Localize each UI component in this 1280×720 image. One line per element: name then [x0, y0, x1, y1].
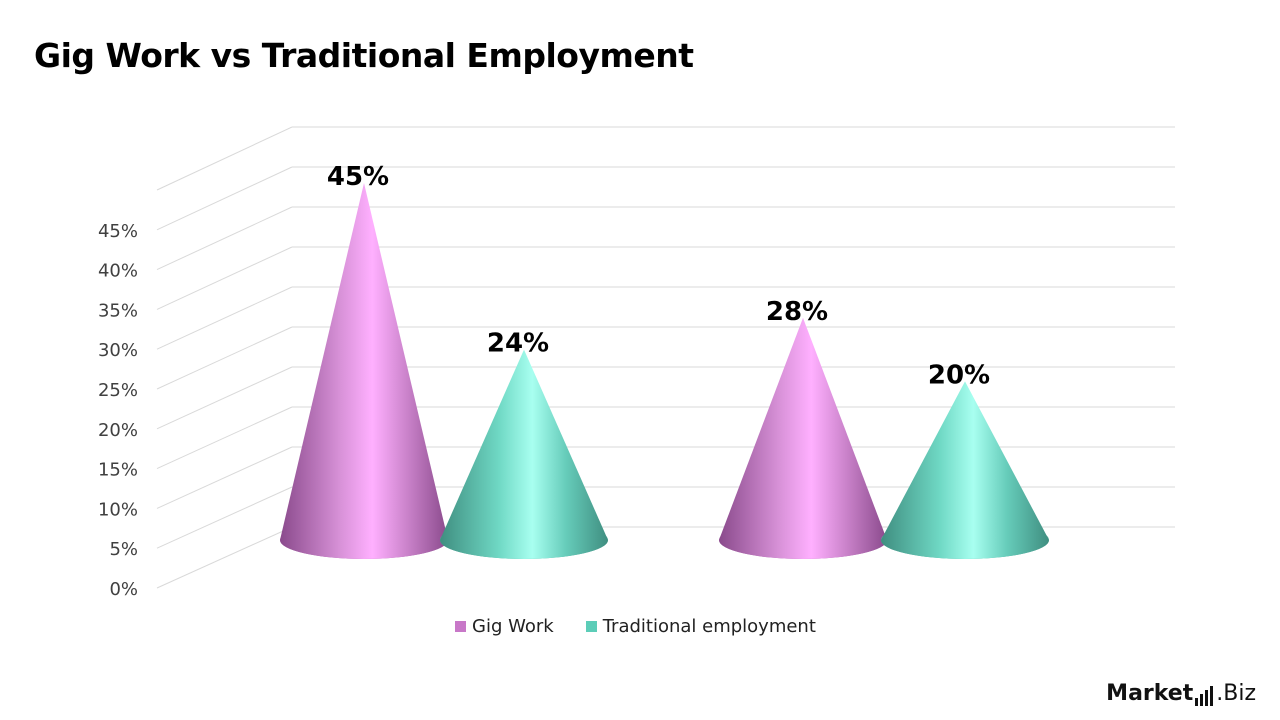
legend-label-gig-work: Gig Work [472, 616, 554, 637]
cone-body [280, 183, 448, 559]
gridline-diagonal [156, 166, 293, 231]
data-label: 45% [327, 162, 389, 192]
gridline-diagonal [156, 246, 293, 310]
y-tick-label: 0% [109, 579, 138, 600]
y-tick-label: 40% [98, 261, 138, 282]
gridline-diagonal [156, 206, 293, 271]
brand-suffix: .Biz [1216, 681, 1256, 706]
cone-traditional-2 [881, 381, 1049, 559]
chart-title: Gig Work vs Traditional Employment [34, 36, 694, 75]
data-label: 20% [928, 360, 990, 390]
cone-gig-work-2 [719, 317, 887, 559]
brand-name: Market [1106, 681, 1194, 706]
data-label: 24% [487, 329, 549, 359]
legend-item-traditional: Traditional employment [585, 616, 816, 637]
y-tick-label: 5% [109, 539, 138, 560]
cone-traditional-1 [440, 349, 608, 559]
gridline-diagonal [156, 126, 293, 191]
brand-logo: Market .Biz [1106, 680, 1256, 706]
gridline-diagonal [156, 526, 293, 589]
y-tick-label: 45% [98, 221, 138, 242]
legend: Gig Work Traditional employment [455, 616, 848, 637]
gridline-diagonal [156, 286, 293, 350]
gridline-diagonal [156, 486, 293, 549]
gridline-diagonal [156, 406, 293, 470]
gridline-diagonal [156, 366, 293, 430]
y-tick-label: 15% [98, 460, 138, 481]
legend-item-gig-work: Gig Work [455, 616, 554, 637]
gridline-diagonal [156, 326, 293, 390]
y-tick-label: 30% [98, 340, 138, 361]
cone-body [719, 317, 887, 559]
cone-body [440, 349, 608, 559]
cones [280, 183, 1049, 559]
y-tick-label: 20% [98, 420, 138, 441]
y-tick-label: 25% [98, 380, 138, 401]
legend-swatch-traditional [585, 621, 597, 632]
legend-label-traditional: Traditional employment [602, 616, 816, 637]
data-labels: 45% 28% 24% 20% [327, 162, 990, 390]
cone-gig-work-1 [280, 183, 448, 559]
data-label: 28% [766, 297, 828, 327]
gridlines [156, 126, 1175, 589]
y-axis-ticks: 0% 5% 10% 15% 20% 25% 30% 35% 40% 45% [98, 221, 138, 600]
y-tick-label: 35% [98, 300, 138, 321]
cone-body [881, 381, 1049, 559]
y-tick-label: 10% [98, 499, 138, 520]
gridline-diagonal [156, 446, 293, 509]
brand-bars-icon [1195, 680, 1215, 706]
legend-swatch-gig-work [455, 621, 466, 632]
